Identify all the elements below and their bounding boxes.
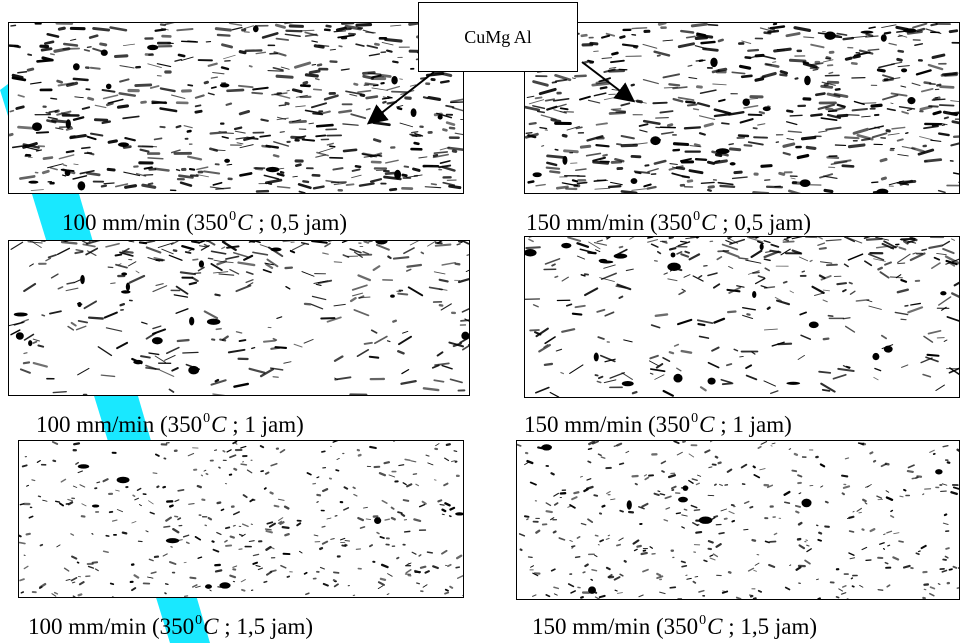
micrograph-150-1-5 [516,440,960,600]
caption-100-1: 100 mm/min (3500C ; 1 jam) [36,411,304,437]
caption-150-1: 150 mm/min (3500C ; 1 jam) [524,411,792,437]
callout-box: CuMg Al [418,2,578,72]
callout-label: CuMg Al [464,26,532,47]
caption-100-0-5: 100 mm/min (3500C ; 0,5 jam) [62,209,348,235]
caption-100-1-5: 100 mm/min (3500C ; 1,5 jam) [28,613,314,639]
micrograph-100-0-5 [8,22,464,194]
micrograph-150-0-5 [524,22,960,194]
micrograph-150-1 [524,236,960,398]
caption-150-1-5: 150 mm/min (3500C ; 1,5 jam) [532,613,818,639]
micrograph-100-1-5 [18,440,464,598]
caption-150-0-5: 150 mm/min (3500C ; 0,5 jam) [526,209,812,235]
micrograph-100-1 [8,240,470,396]
